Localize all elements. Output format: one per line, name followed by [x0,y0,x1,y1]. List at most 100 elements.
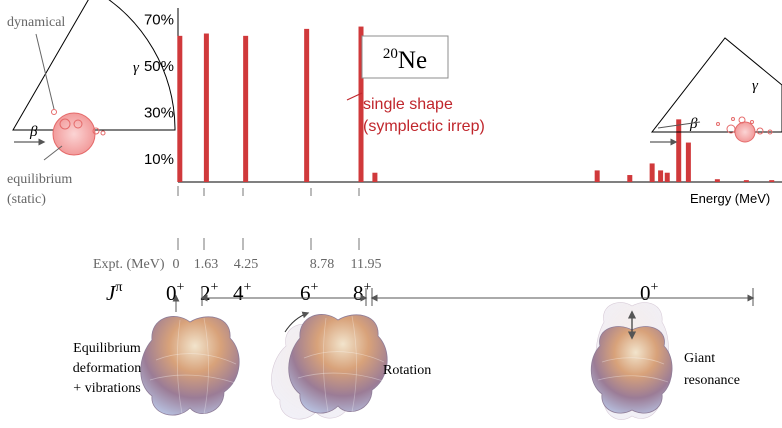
bar-11 [676,119,682,182]
jpi-state: 0+ [166,280,185,305]
jpi-state: 4+ [233,280,252,305]
single-shape-label: single shape (symplectic irrep) [346,92,485,135]
equilibrium-label: equilibrium [7,172,72,187]
right-beta-symbol: β [689,116,698,132]
bar-1 [203,33,209,182]
jpi-parity: + [651,280,659,295]
annotation-line: Equilibrium [73,341,141,356]
x-axis-label: Energy (MeV) [690,191,770,206]
equilibrium-pointer [43,145,63,161]
equilibrium-nucleus-shape [140,316,240,416]
expt-value: 0 [173,257,180,272]
bar-15 [769,180,775,182]
small-bubble [73,119,83,129]
jpi-state-value: 0 [166,281,177,305]
small-bubble [767,129,773,135]
right-inset-pointer [657,121,701,129]
dynamical-bubble [51,109,57,115]
right-gamma-symbol: γ [752,78,759,94]
y-tick-label: 50% [144,58,174,75]
y-tick-label: 10% [144,151,174,168]
jpi-parity: + [244,280,252,295]
jpi-state: 6+ [300,280,319,305]
rotation-nucleus-shape [271,311,388,420]
y-tick-label: 30% [144,104,174,121]
dynamical-label: dynamical [7,15,65,30]
jpi-state-value: 4 [233,281,244,305]
left-sector-outline [12,0,176,131]
bar-3 [304,28,310,182]
jpi-state-value: 2 [200,281,211,305]
annotation-line: resonance [684,373,740,388]
jpi-state-value: 0 [640,281,651,305]
jpi-state: 2+ [200,280,219,305]
jpi-state-value: 8 [353,281,364,305]
annotation-line: Giant [684,351,715,366]
jpi-parity: + [211,280,219,295]
jpi-pi: π [115,280,122,295]
bar-12 [685,142,691,182]
bar-10 [664,172,670,182]
bar-9 [658,170,664,182]
expt-row: Expt. (MeV) 0 1.63 4.25 8.78 11.95 [93,186,381,272]
jpi-parity: + [177,280,185,295]
small-bubble [716,122,720,126]
left-beta-symbol: β [29,124,38,140]
bar-7 [627,175,633,182]
dynamical-pointer [35,33,55,110]
bar-0 [177,35,183,183]
small-bubble [726,124,736,134]
jpi-parity: + [311,280,319,295]
jpi-state: 0+ [640,280,659,305]
jpi-state-value: 6 [300,281,311,305]
expt-label: Expt. (MeV) [93,257,165,272]
giant-resonance-annotation: Giant resonance [684,351,740,388]
static-label: (static) [7,192,46,207]
bar-5 [372,172,378,182]
small-bubble [92,127,100,135]
annotation-line: + vibrations [73,381,140,396]
nucleus-label: 20Ne [383,46,427,74]
expt-value: 8.78 [310,257,335,272]
small-bubble [59,118,71,130]
bar-8 [649,163,655,182]
small-bubble [756,127,764,135]
bar-6 [594,170,600,182]
spectrum-chart: 10% 30% 50% 70% Energy (MeV) [144,8,782,206]
equilibrium-annotation: Equilibrium deformation + vibrations [73,341,141,396]
small-bubble [100,130,106,136]
rotation-arrow [284,311,310,333]
small-bubble [750,120,754,124]
jpi-row: Jπ 0+ 2+ 4+ 6+ 8+ 0+ [106,280,659,305]
expt-value: 11.95 [351,257,382,272]
mass-number: 20 [383,46,398,62]
left-inset-beta-gamma: β γ dynamical equilibrium (static) [7,0,176,207]
jpi-state: 8+ [353,280,372,305]
right-large-bubble [734,121,756,143]
bar-2 [243,35,249,183]
giant-resonance-nucleus-shape [590,302,673,420]
small-bubble [738,116,746,124]
expt-value: 1.63 [194,257,219,272]
right-inset-beta-gamma: β γ [650,37,782,146]
single-shape-pointer [346,92,363,101]
y-tick-label: 70% [144,12,174,29]
left-gamma-symbol: γ [133,60,140,76]
jpi-parity: + [364,280,372,295]
jpi-label: Jπ [106,280,122,305]
element-symbol: Ne [398,47,427,74]
single-shape-line2: (symplectic irrep) [363,118,485,135]
bar-13 [714,179,720,182]
annotation-line: deformation [73,361,141,376]
rotation-annotation: Rotation [383,363,431,378]
bar-14 [743,180,749,182]
expt-value: 4.25 [234,257,259,272]
band-brackets [172,288,755,312]
nucleus-label-box: 20Ne [361,35,449,79]
jpi-J: J [106,281,117,305]
single-shape-line1: single shape [363,96,453,113]
small-bubble [731,117,735,121]
right-sector-outline [650,37,782,133]
bar-4 [358,26,364,183]
